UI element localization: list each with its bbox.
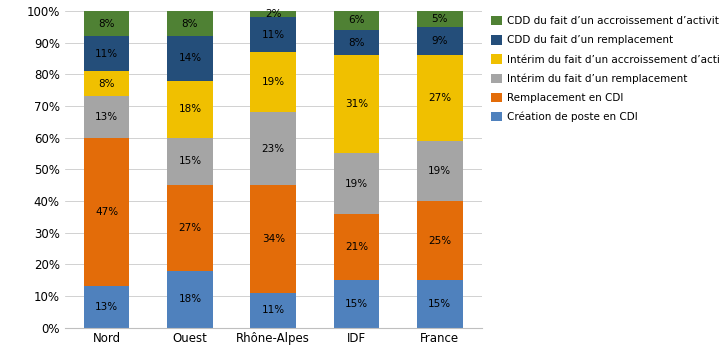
Text: 9%: 9% bbox=[431, 36, 448, 46]
Bar bbox=[167, 138, 213, 185]
Text: 8%: 8% bbox=[99, 79, 115, 89]
Legend: CDD du fait d’un accroissement d’activité, CDD du fait d’un remplacement, Intéri: CDD du fait d’un accroissement d’activit… bbox=[491, 16, 719, 122]
Bar bbox=[83, 71, 129, 96]
Bar bbox=[334, 55, 380, 153]
Bar bbox=[83, 286, 129, 328]
Text: 15%: 15% bbox=[429, 299, 452, 309]
Bar bbox=[167, 11, 213, 36]
Text: 8%: 8% bbox=[99, 19, 115, 29]
Bar bbox=[83, 138, 129, 286]
Bar bbox=[167, 36, 213, 80]
Bar bbox=[417, 55, 463, 141]
Bar bbox=[334, 280, 380, 328]
Text: 13%: 13% bbox=[95, 302, 118, 312]
Bar bbox=[167, 270, 213, 328]
Text: 19%: 19% bbox=[345, 178, 368, 189]
Text: 27%: 27% bbox=[178, 223, 201, 233]
Bar bbox=[334, 11, 380, 30]
Text: 18%: 18% bbox=[178, 104, 201, 114]
Bar bbox=[417, 280, 463, 328]
Text: 25%: 25% bbox=[429, 236, 452, 245]
Bar bbox=[417, 27, 463, 55]
Bar bbox=[167, 185, 213, 270]
Bar bbox=[83, 11, 129, 36]
Text: 11%: 11% bbox=[262, 305, 285, 315]
Text: 15%: 15% bbox=[178, 157, 201, 166]
Text: 21%: 21% bbox=[345, 242, 368, 252]
Bar bbox=[167, 80, 213, 138]
Text: 2%: 2% bbox=[265, 9, 281, 19]
Text: 5%: 5% bbox=[431, 14, 448, 24]
Text: 34%: 34% bbox=[262, 234, 285, 244]
Bar bbox=[83, 96, 129, 138]
Bar bbox=[250, 52, 296, 112]
Text: 11%: 11% bbox=[262, 30, 285, 40]
Text: 19%: 19% bbox=[429, 166, 452, 176]
Bar bbox=[334, 214, 380, 280]
Bar bbox=[83, 36, 129, 71]
Bar bbox=[334, 153, 380, 214]
Text: 27%: 27% bbox=[429, 93, 452, 103]
Text: 31%: 31% bbox=[345, 99, 368, 109]
Text: 13%: 13% bbox=[95, 112, 118, 122]
Text: 8%: 8% bbox=[182, 19, 198, 29]
Bar bbox=[250, 293, 296, 328]
Text: 23%: 23% bbox=[262, 144, 285, 154]
Text: 6%: 6% bbox=[348, 15, 365, 25]
Text: 8%: 8% bbox=[348, 37, 365, 48]
Bar bbox=[250, 17, 296, 52]
Bar bbox=[250, 185, 296, 293]
Text: 47%: 47% bbox=[95, 207, 118, 217]
Text: 18%: 18% bbox=[178, 294, 201, 304]
Bar bbox=[250, 11, 296, 17]
Bar bbox=[250, 112, 296, 185]
Text: 15%: 15% bbox=[345, 299, 368, 309]
Text: 14%: 14% bbox=[178, 54, 201, 63]
Bar bbox=[417, 201, 463, 280]
Bar bbox=[417, 11, 463, 27]
Bar bbox=[417, 141, 463, 201]
Text: 11%: 11% bbox=[95, 49, 118, 59]
Bar bbox=[334, 30, 380, 55]
Text: 19%: 19% bbox=[262, 77, 285, 87]
